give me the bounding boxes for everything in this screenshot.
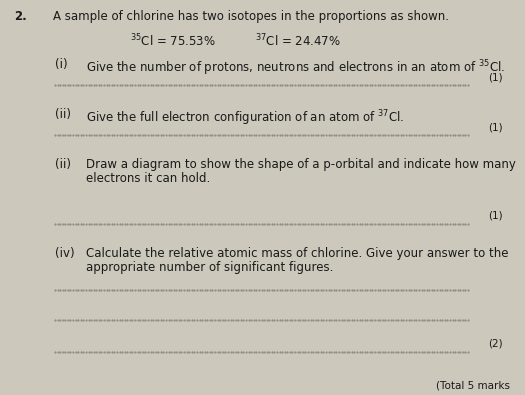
Text: Draw a diagram to show the shape of a p-orbital and indicate how many: Draw a diagram to show the shape of a p-… [86, 158, 516, 171]
Text: Give the full electron configuration of an atom of $^{37}$Cl.: Give the full electron configuration of … [86, 108, 404, 128]
Text: A sample of chlorine has two isotopes in the proportions as shown.: A sample of chlorine has two isotopes in… [53, 10, 449, 23]
Text: (Total 5 marks: (Total 5 marks [436, 380, 510, 390]
Text: (ii): (ii) [55, 108, 71, 121]
Text: (1): (1) [488, 122, 502, 132]
Text: (iv): (iv) [55, 247, 75, 260]
Text: (1): (1) [488, 211, 502, 221]
Text: Give the number of protons, neutrons and electrons in an atom of $^{35}$Cl.: Give the number of protons, neutrons and… [86, 58, 505, 77]
Text: (1): (1) [488, 72, 502, 82]
Text: (2): (2) [488, 339, 502, 349]
Text: Calculate the relative atomic mass of chlorine. Give your answer to the: Calculate the relative atomic mass of ch… [86, 247, 509, 260]
Text: (i): (i) [55, 58, 68, 71]
Text: appropriate number of significant figures.: appropriate number of significant figure… [86, 261, 333, 274]
Text: $^{37}$Cl = 24.47%: $^{37}$Cl = 24.47% [255, 33, 341, 50]
Text: $^{35}$Cl = 75.53%: $^{35}$Cl = 75.53% [130, 33, 216, 50]
Text: electrons it can hold.: electrons it can hold. [86, 172, 210, 185]
Text: (ii): (ii) [55, 158, 71, 171]
Text: 2.: 2. [14, 10, 27, 23]
